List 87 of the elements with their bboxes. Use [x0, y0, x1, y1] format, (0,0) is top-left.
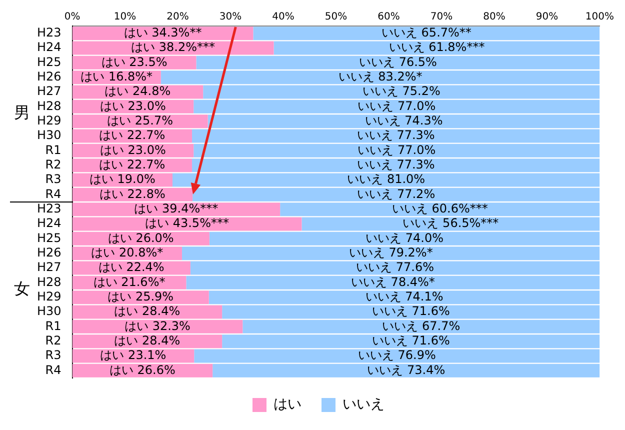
data-label: はい 21.6%*: [93, 274, 166, 289]
y-tick-label: R2: [45, 333, 62, 348]
text: 女: [14, 279, 30, 298]
data-label: いいえ 81.0%: [347, 172, 426, 186]
data-label: いいえ 77.0%: [358, 98, 436, 113]
y-tick-label: H25: [36, 54, 62, 69]
y-tick-label: R4: [45, 362, 62, 377]
data-label: いいえ 77.3%: [356, 128, 435, 142]
data-label: いいえ 73.4%: [367, 362, 446, 377]
data-label: はい 39.4%***: [134, 201, 218, 216]
y-tick-label: H26: [36, 69, 62, 84]
data-label: いいえ 74.3%: [364, 113, 443, 128]
data-label: はい 38.2%***: [131, 40, 215, 54]
y-tick-label: H29: [36, 289, 62, 304]
data-label: いいえ 76.5%: [359, 54, 437, 69]
legend-label: いいえ: [342, 396, 384, 413]
x-tick-label: 0%: [64, 12, 80, 23]
data-label: いいえ 78.4%*: [350, 274, 435, 289]
y-tick-label: R3: [45, 172, 62, 186]
data-label: いいえ 67.7%: [382, 318, 460, 333]
data-label: はい 24.8%: [104, 84, 171, 98]
data-label: はい 23.0%: [100, 98, 166, 113]
data-label: はい 25.9%: [108, 289, 174, 304]
data-label: はい 43.5%***: [145, 216, 229, 230]
y-tick-label: H30: [36, 128, 62, 142]
y-tick-label: R2: [45, 157, 62, 172]
data-label: はい 22.4%: [98, 260, 164, 274]
data-label: いいえ 65.7%**: [381, 25, 472, 40]
data-label: いいえ 77.3%: [356, 157, 435, 172]
x-tick-label: 60%: [378, 12, 400, 23]
data-label: いいえ 77.6%: [356, 260, 434, 274]
y-tick-label: H29: [36, 113, 62, 128]
y-tick-label: H27: [36, 260, 62, 274]
data-label: いいえ 75.2%: [362, 84, 440, 98]
data-label: いいえ 83.2%*: [338, 69, 422, 84]
y-tick-label: H26: [36, 245, 62, 260]
y-tick-label: H24: [36, 40, 62, 54]
y-tick-label: R3: [45, 348, 62, 362]
data-label: はい 26.6%: [109, 362, 176, 377]
data-label: いいえ 56.5%***: [402, 216, 499, 230]
x-tick-label: 40%: [272, 12, 294, 23]
data-label: はい 22.7%: [99, 157, 166, 172]
data-label: いいえ 77.0%: [358, 142, 436, 157]
y-tick-label: H25: [36, 230, 62, 245]
data-label: いいえ 76.9%: [358, 348, 436, 362]
data-label: はい 20.8%*: [91, 245, 164, 260]
x-tick-label: 100%: [585, 12, 614, 23]
x-tick-label: 50%: [324, 12, 348, 23]
y-tick-label: R4: [45, 186, 62, 201]
data-label: いいえ 60.6%***: [392, 201, 488, 216]
x-tick-label: 80%: [483, 12, 506, 23]
text: 男: [14, 103, 30, 122]
y-tick-label: H23: [36, 25, 62, 40]
data-label: いいえ 79.2%*: [348, 245, 433, 260]
y-tick-label: H27: [36, 84, 62, 98]
y-tick-label: H30: [36, 304, 62, 318]
legend-label: はい: [274, 396, 302, 413]
data-label: いいえ 74.0%: [366, 230, 444, 245]
x-tick-label: 90%: [536, 12, 558, 23]
data-label: はい 26.0%: [108, 230, 174, 245]
data-label: いいえ 71.6%: [372, 304, 450, 318]
data-label: はい 23.1%: [100, 348, 166, 362]
data-label: はい 19.0%: [89, 172, 156, 186]
x-tick-label: 10%: [114, 12, 136, 23]
y-tick-label: H28: [36, 98, 62, 113]
x-tick-label: 20%: [166, 12, 189, 23]
data-label: はい 22.7%: [99, 128, 166, 142]
data-label: はい 25.7%: [107, 113, 174, 128]
data-label: いいえ 61.8%***: [388, 40, 485, 54]
data-label: いいえ 77.2%: [357, 186, 436, 201]
data-label: はい 32.3%: [124, 318, 190, 333]
data-label: いいえ 71.6%: [372, 333, 450, 348]
x-tick-label: 30%: [219, 12, 242, 23]
y-tick-label: H28: [36, 274, 62, 289]
data-label: はい 22.8%: [99, 186, 166, 201]
data-label: はい 34.3%**: [124, 25, 202, 40]
data-label: はい 16.8%*: [80, 69, 153, 84]
data-label: はい 23.5%: [101, 54, 168, 69]
y-tick-label: R1: [45, 142, 62, 157]
data-label: いいえ 74.1%: [365, 289, 444, 304]
x-tick-label: 70%: [430, 12, 453, 23]
data-label: はい 23.0%: [100, 142, 166, 157]
y-tick-label: H23: [36, 201, 62, 216]
data-label: はい 28.4%: [114, 333, 180, 348]
y-tick-label: H24: [36, 216, 62, 230]
y-tick-label: R1: [45, 318, 62, 333]
data-label: はい 28.4%: [114, 304, 180, 318]
